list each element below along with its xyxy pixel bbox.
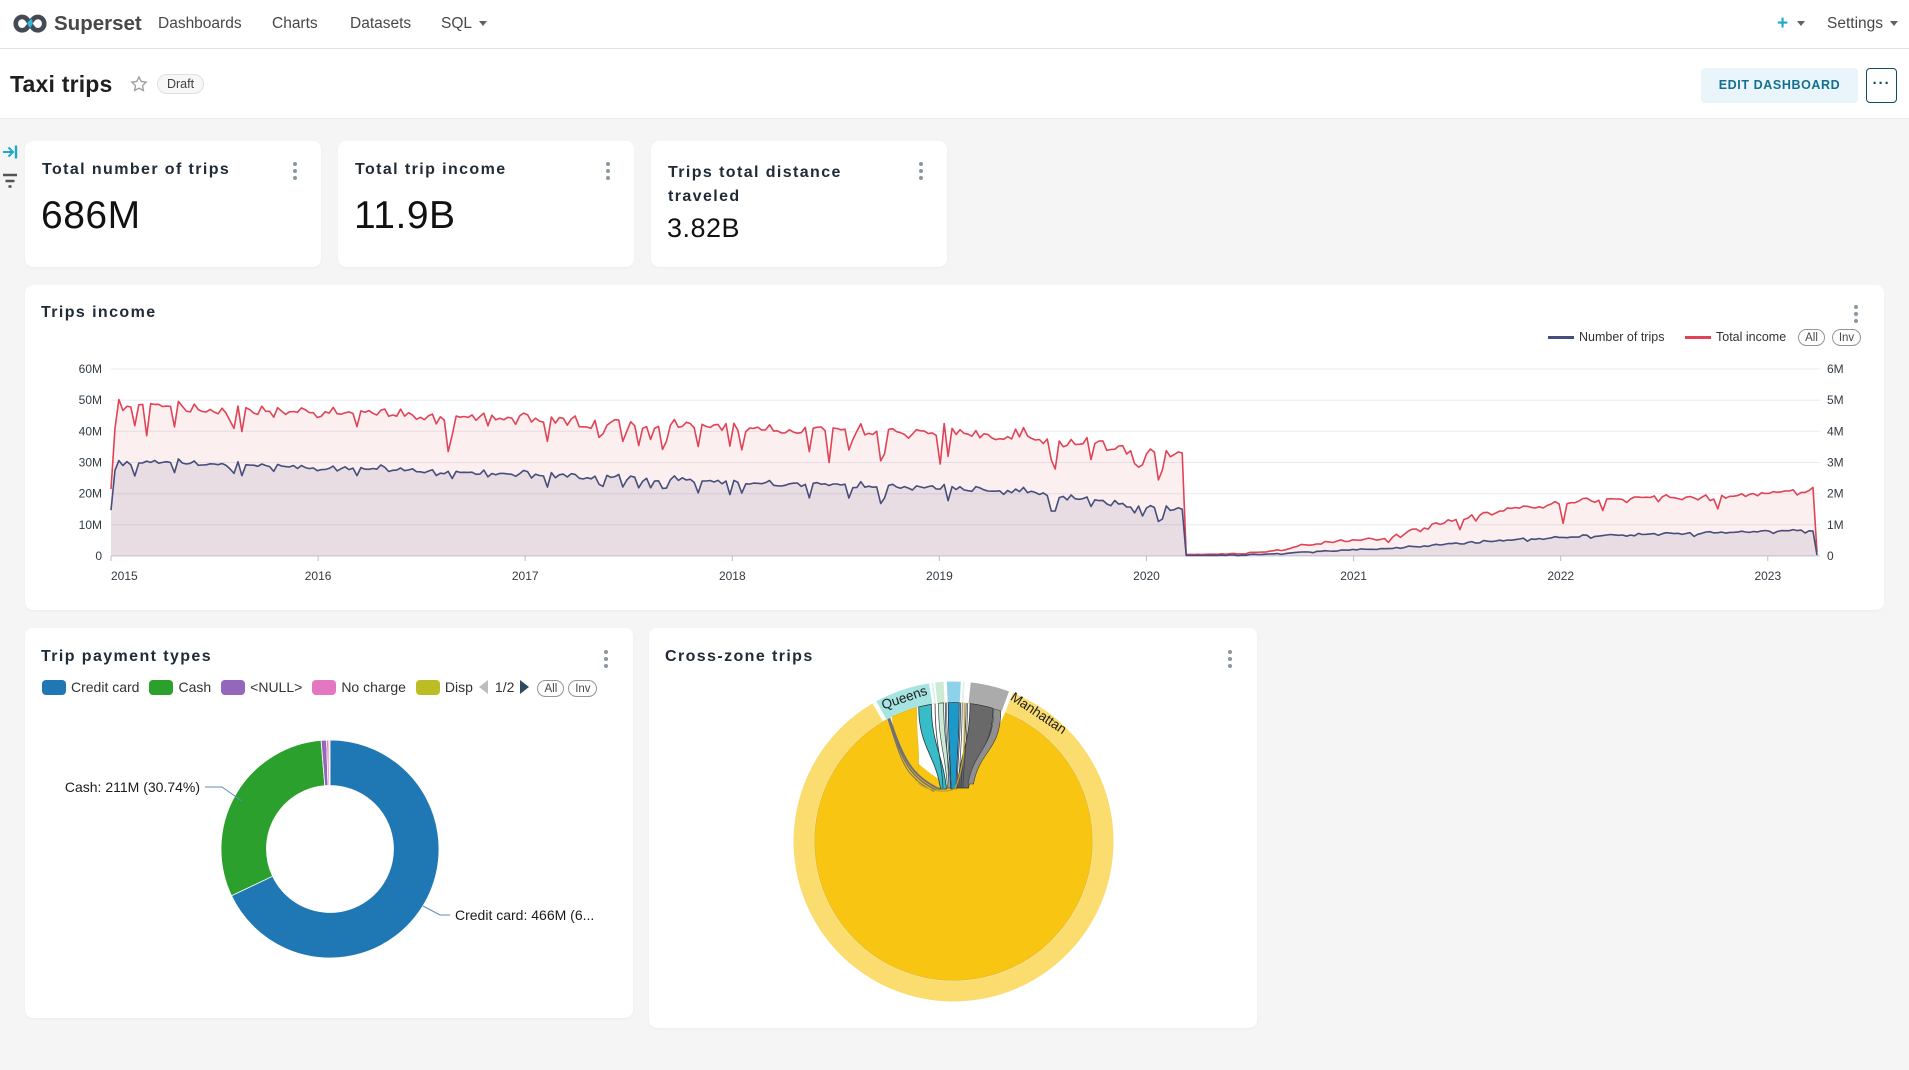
svg-text:10M: 10M — [79, 518, 102, 532]
svg-text:4M: 4M — [1827, 424, 1844, 438]
svg-text:2018: 2018 — [719, 569, 746, 583]
svg-text:2019: 2019 — [926, 569, 953, 583]
svg-text:2017: 2017 — [512, 569, 539, 583]
svg-text:1M: 1M — [1827, 518, 1844, 532]
svg-text:40M: 40M — [79, 424, 102, 438]
svg-text:Cash: 211M (30.74%): Cash: 211M (30.74%) — [65, 779, 200, 795]
svg-text:2020: 2020 — [1133, 569, 1160, 583]
svg-text:2021: 2021 — [1340, 569, 1367, 583]
svg-text:2016: 2016 — [305, 569, 332, 583]
svg-text:0: 0 — [1827, 549, 1834, 563]
svg-text:6M: 6M — [1827, 362, 1844, 376]
svg-text:2023: 2023 — [1754, 569, 1781, 583]
svg-text:20M: 20M — [79, 487, 102, 501]
svg-text:5M: 5M — [1827, 393, 1844, 407]
svg-text:30M: 30M — [79, 456, 102, 470]
svg-text:2015: 2015 — [111, 569, 138, 583]
svg-text:0: 0 — [95, 549, 102, 563]
svg-text:2M: 2M — [1827, 487, 1844, 501]
svg-text:Credit card: 466M (6...: Credit card: 466M (6... — [455, 907, 594, 923]
svg-text:60M: 60M — [79, 362, 102, 376]
svg-text:2022: 2022 — [1547, 569, 1574, 583]
svg-text:3M: 3M — [1827, 456, 1844, 470]
svg-text:50M: 50M — [79, 393, 102, 407]
